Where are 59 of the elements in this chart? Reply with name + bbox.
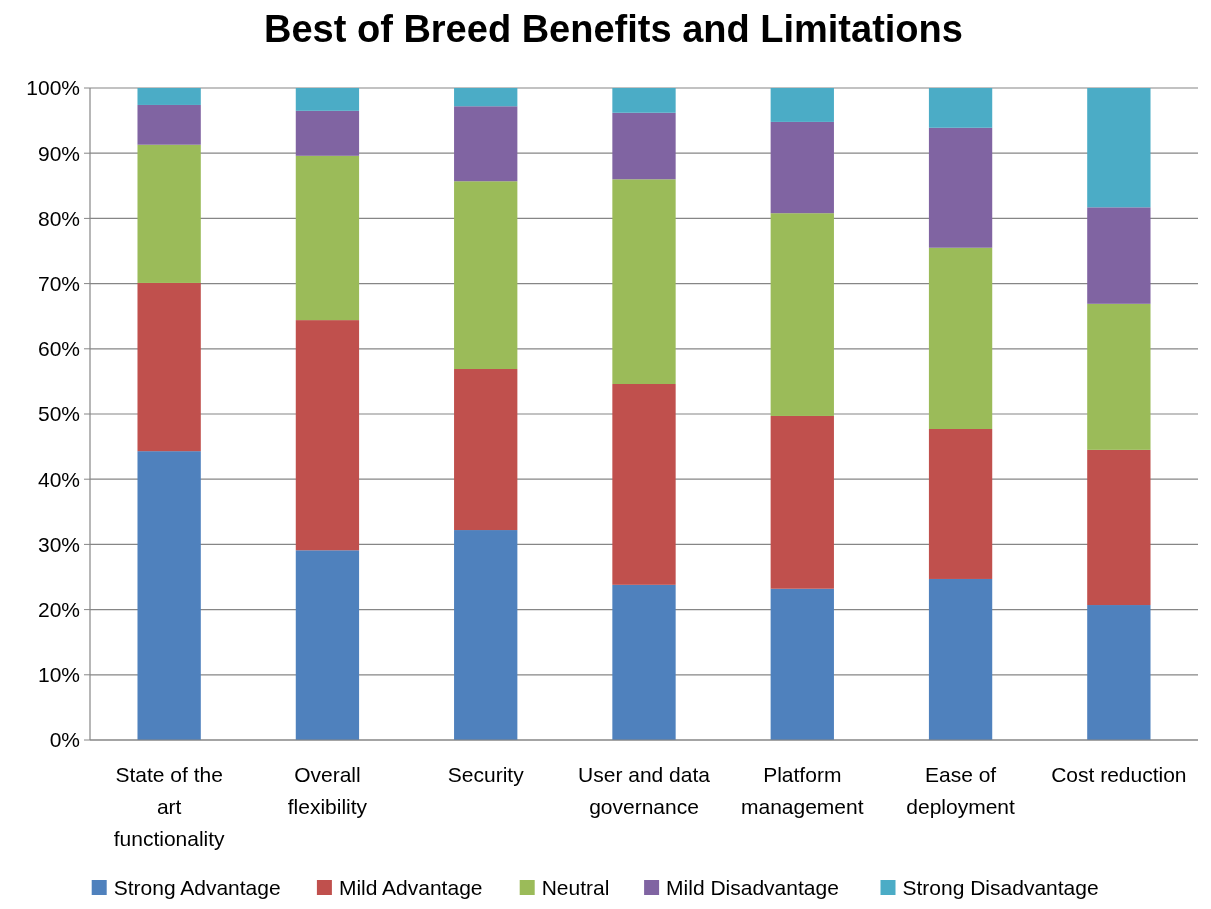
- y-tick-label: 0%: [49, 728, 80, 752]
- bar: [770, 88, 834, 122]
- bar: [1087, 449, 1151, 606]
- x-tick-label: Ease of deployment: [906, 763, 1016, 818]
- legend-label: Mild Disadvantage: [666, 876, 839, 900]
- y-tick-label: 30%: [37, 532, 80, 556]
- bar: [137, 104, 201, 145]
- legend-label: Strong Advantage: [113, 876, 281, 900]
- y-tick-label: 40%: [37, 467, 80, 491]
- y-tick-label: 50%: [37, 402, 80, 426]
- bar: [1087, 88, 1151, 208]
- bar: [770, 415, 834, 589]
- chart-title: Best of Breed Benefits and Limitations: [264, 8, 963, 50]
- y-tick-label: 90%: [37, 141, 80, 165]
- bar: [295, 320, 360, 551]
- bar: [928, 88, 993, 128]
- x-tick-label: Cost reduction: [1051, 763, 1187, 786]
- bar: [928, 247, 993, 429]
- bar: [295, 88, 360, 111]
- legend-label: Mild Advantage: [338, 876, 483, 900]
- bar: [770, 121, 834, 214]
- bar: [770, 588, 834, 740]
- bar: [454, 88, 518, 107]
- bar: [612, 384, 676, 585]
- bar: [454, 530, 518, 740]
- bar: [295, 155, 360, 321]
- bar: [295, 110, 360, 156]
- legend-label: Neutral: [541, 876, 610, 900]
- x-tick-label: User and data governance: [578, 763, 711, 818]
- x-tick-label: Overall flexibility: [287, 763, 368, 818]
- y-tick-label: 100%: [26, 76, 80, 100]
- bar: [1087, 605, 1151, 740]
- bar: [295, 550, 360, 740]
- bar: [1087, 207, 1151, 304]
- x-tick-label: Platform management: [741, 763, 864, 818]
- bar: [612, 179, 676, 385]
- y-tick-label: 10%: [37, 663, 80, 687]
- bar: [928, 127, 993, 248]
- bar: [454, 106, 518, 182]
- bar: [612, 112, 676, 180]
- y-tick-label: 70%: [37, 271, 80, 295]
- y-tick-label: 80%: [37, 206, 80, 230]
- bar: [928, 429, 993, 579]
- bar: [770, 213, 834, 416]
- bar: [137, 144, 201, 283]
- bar: [137, 451, 201, 740]
- bar: [612, 88, 676, 113]
- bar: [137, 88, 201, 105]
- bar: [137, 282, 201, 452]
- y-tick-label: 60%: [37, 337, 80, 361]
- bar: [612, 584, 676, 740]
- legend-label: Strong Disadvantage: [902, 876, 1099, 900]
- bar: [454, 181, 518, 370]
- y-tick-label: 20%: [37, 597, 80, 621]
- bar: [1087, 303, 1151, 450]
- bar: [454, 369, 518, 531]
- x-tick-label: State of the art functionality: [113, 763, 226, 850]
- bar: [928, 578, 993, 740]
- x-tick-label: Security: [447, 763, 525, 786]
